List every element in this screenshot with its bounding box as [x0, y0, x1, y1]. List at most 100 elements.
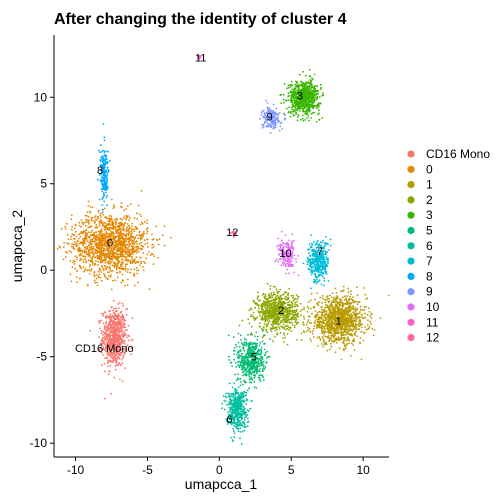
- point: [109, 233, 112, 235]
- point: [278, 326, 280, 328]
- point: [311, 112, 314, 114]
- point: [334, 338, 336, 341]
- point: [161, 234, 164, 237]
- point: [98, 224, 101, 227]
- point: [131, 222, 134, 225]
- point: [339, 304, 342, 307]
- point: [110, 198, 113, 201]
- point: [297, 86, 300, 89]
- point: [98, 237, 100, 240]
- point: [119, 378, 121, 381]
- point: [80, 219, 83, 222]
- point: [96, 238, 98, 241]
- point: [133, 228, 135, 231]
- point: [266, 303, 268, 306]
- point: [86, 245, 88, 248]
- point: [269, 288, 272, 290]
- point: [133, 268, 136, 271]
- point: [114, 365, 117, 367]
- point: [130, 268, 132, 271]
- point: [293, 114, 295, 117]
- point: [309, 103, 312, 106]
- point: [307, 115, 310, 117]
- point: [268, 314, 270, 317]
- point: [133, 243, 136, 245]
- point: [105, 236, 107, 239]
- point: [303, 87, 306, 90]
- point: [329, 348, 331, 351]
- point: [109, 359, 112, 362]
- point: [102, 314, 104, 317]
- point: [292, 296, 294, 299]
- point: [313, 325, 316, 327]
- point: [123, 229, 125, 232]
- point: [108, 255, 111, 258]
- point: [133, 230, 136, 233]
- point: [126, 247, 129, 249]
- point: [109, 269, 112, 272]
- point: [129, 262, 132, 265]
- point: [133, 238, 135, 241]
- point: [317, 92, 320, 95]
- point: [121, 341, 124, 343]
- point: [359, 319, 362, 322]
- point: [348, 342, 350, 345]
- point: [291, 309, 294, 312]
- point: [117, 339, 119, 342]
- point: [119, 254, 122, 257]
- point: [285, 307, 288, 309]
- point: [252, 315, 254, 318]
- point: [121, 362, 124, 365]
- point: [324, 324, 327, 327]
- point: [251, 378, 254, 381]
- point: [295, 80, 297, 83]
- point: [112, 204, 115, 207]
- point: [263, 334, 266, 337]
- point: [102, 334, 104, 336]
- point: [265, 314, 268, 317]
- point: [313, 99, 316, 102]
- point: [362, 317, 365, 320]
- point: [345, 347, 347, 350]
- point: [274, 318, 276, 320]
- point: [294, 303, 297, 305]
- point: [125, 235, 128, 237]
- point: [337, 303, 340, 305]
- point: [80, 241, 82, 244]
- point: [311, 99, 314, 101]
- point: [114, 240, 117, 243]
- point: [125, 313, 128, 316]
- point: [91, 248, 93, 251]
- point: [108, 257, 111, 259]
- point: [249, 315, 252, 318]
- point: [276, 290, 279, 293]
- point: [131, 228, 134, 231]
- point: [102, 248, 105, 251]
- point: [258, 299, 260, 302]
- point: [99, 347, 102, 349]
- point: [157, 257, 160, 259]
- point: [346, 332, 349, 335]
- point: [340, 358, 343, 361]
- point: [277, 317, 280, 319]
- point: [119, 354, 122, 356]
- point: [111, 342, 114, 345]
- point: [122, 315, 124, 318]
- point: [106, 365, 109, 368]
- point: [120, 329, 123, 332]
- point: [338, 347, 341, 349]
- point: [91, 238, 94, 241]
- point: [245, 345, 248, 347]
- point: [98, 244, 101, 247]
- point: [318, 301, 320, 304]
- point: [261, 317, 263, 320]
- point: [345, 308, 348, 311]
- point: [262, 326, 265, 328]
- point: [271, 303, 273, 306]
- point: [314, 310, 317, 312]
- point: [325, 316, 327, 319]
- point: [149, 254, 152, 257]
- point: [323, 311, 325, 313]
- point: [124, 248, 127, 251]
- point: [259, 310, 262, 313]
